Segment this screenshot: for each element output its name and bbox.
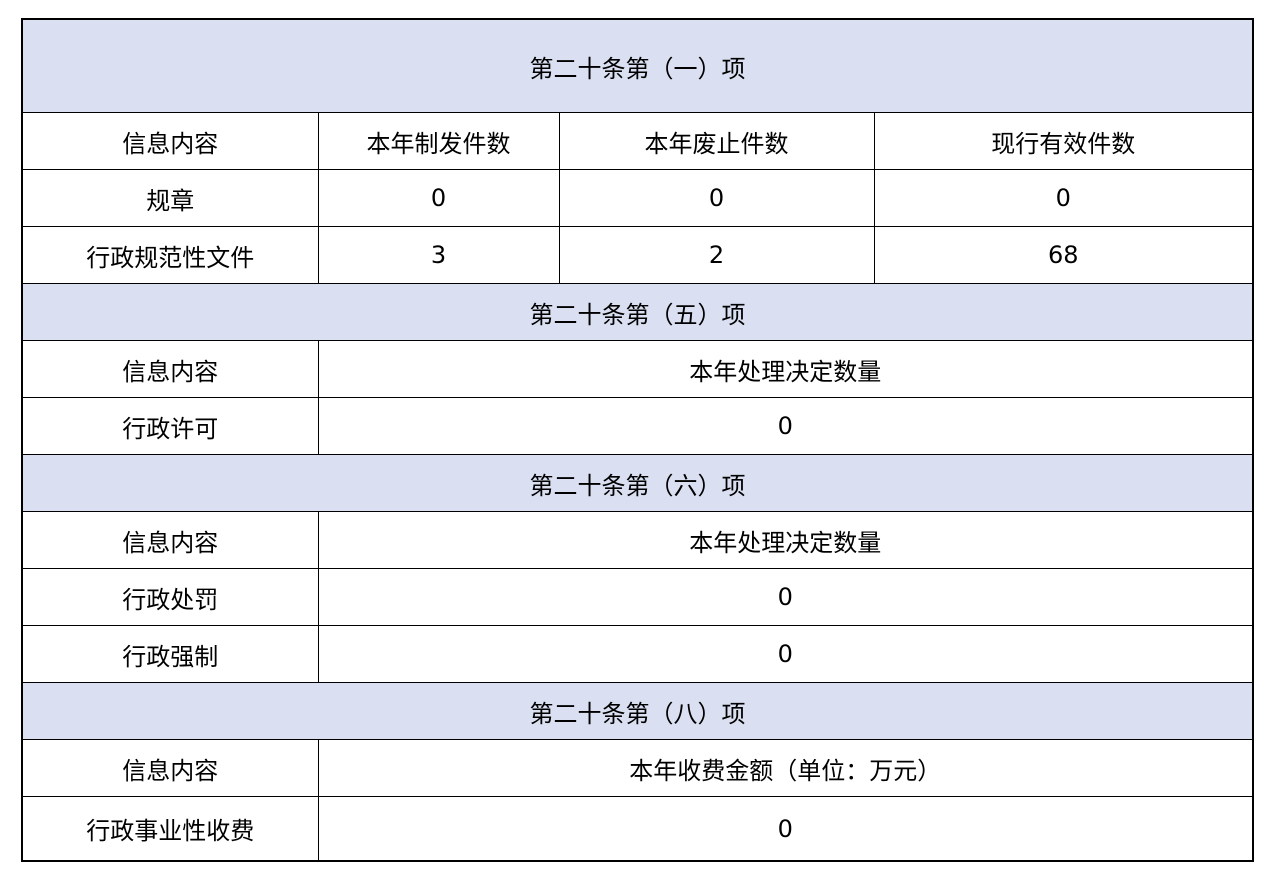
column-header-row: 信息内容 本年收费金额（单位：万元） [21, 739, 1254, 797]
column-header-row: 信息内容 本年制发件数 本年废止件数 现行有效件数 [21, 112, 1254, 170]
column-header: 信息内容 [21, 511, 319, 569]
table-row: 规章 0 0 0 [21, 169, 1254, 227]
table-cell: 0 [873, 169, 1254, 227]
column-header: 本年制发件数 [317, 112, 560, 170]
column-header: 信息内容 [21, 340, 319, 398]
table-row: 行政许可 0 [21, 397, 1254, 455]
row-label: 行政规范性文件 [21, 226, 319, 284]
column-header: 本年废止件数 [558, 112, 875, 170]
row-label: 行政许可 [21, 397, 319, 455]
column-header-row: 信息内容 本年处理决定数量 [21, 340, 1254, 398]
row-label: 规章 [21, 169, 319, 227]
section-header-row: 第二十条第（八）项 [21, 682, 1254, 740]
disclosure-table: 第二十条第（一）项 信息内容 本年制发件数 本年废止件数 现行有效件数 规章 0 0 0 行政规范… [21, 18, 1254, 862]
table-cell: 0 [317, 397, 1254, 455]
table-cell: 0 [317, 796, 1254, 862]
table-cell: 0 [317, 568, 1254, 626]
section-title: 第二十条第（一）项 [21, 18, 1254, 113]
section-header-row: 第二十条第（五）项 [21, 283, 1254, 341]
table-row: 行政强制 0 [21, 625, 1254, 683]
section-header-row: 第二十条第（一）项 [21, 18, 1254, 113]
section-header-row: 第二十条第（六）项 [21, 454, 1254, 512]
row-label: 行政处罚 [21, 568, 319, 626]
table-cell: 0 [317, 625, 1254, 683]
table-cell: 2 [558, 226, 875, 284]
section-title: 第二十条第（六）项 [21, 454, 1254, 512]
column-header: 本年处理决定数量 [317, 511, 1254, 569]
row-label: 行政强制 [21, 625, 319, 683]
table-cell: 68 [873, 226, 1254, 284]
section-title: 第二十条第（五）项 [21, 283, 1254, 341]
column-header: 信息内容 [21, 739, 319, 797]
column-header: 信息内容 [21, 112, 319, 170]
table-row: 行政处罚 0 [21, 568, 1254, 626]
row-label: 行政事业性收费 [21, 796, 319, 862]
table-cell: 3 [317, 226, 560, 284]
table-cell: 0 [558, 169, 875, 227]
section-title: 第二十条第（八）项 [21, 682, 1254, 740]
table-row: 行政事业性收费 0 [21, 796, 1254, 862]
column-header: 本年收费金额（单位：万元） [317, 739, 1254, 797]
column-header: 现行有效件数 [873, 112, 1254, 170]
column-header-row: 信息内容 本年处理决定数量 [21, 511, 1254, 569]
table-cell: 0 [317, 169, 560, 227]
column-header: 本年处理决定数量 [317, 340, 1254, 398]
table-row: 行政规范性文件 3 2 68 [21, 226, 1254, 284]
